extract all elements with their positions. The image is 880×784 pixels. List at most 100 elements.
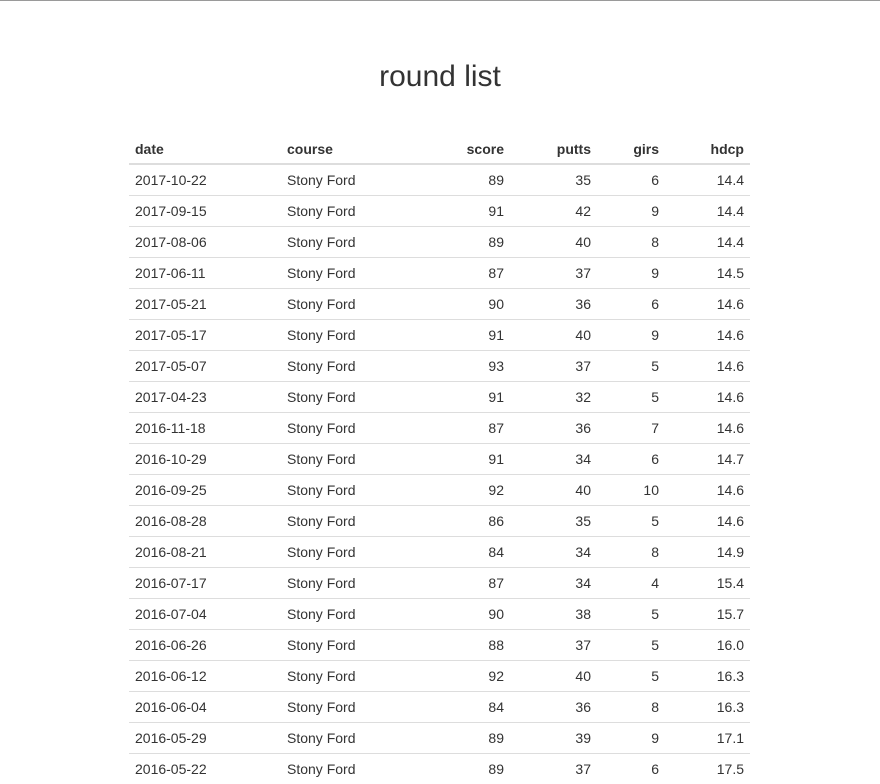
cell-hdcp: 17.1 [665, 721, 750, 753]
cell-girs: 6 [651, 171, 659, 188]
cell-putts: 37 [510, 349, 597, 381]
table-row: 2017-10-22 Stony Ford 89 35 6 14.4 [129, 164, 750, 195]
column-header-girs: girs [597, 134, 665, 165]
cell-girs: 6 [597, 287, 665, 319]
table-row: 2016-08-21 Stony Ford 84 34 8 14.9 [129, 535, 750, 567]
cell-score: 89 [409, 225, 510, 257]
cell-girs: 8 [597, 225, 665, 257]
column-header-score: score [409, 134, 510, 165]
cell-score: 87 [409, 411, 510, 443]
cell-course: Stony Ford [281, 659, 409, 691]
table-row: 2016-06-04 Stony Ford 84 36 8 16.3 [129, 690, 750, 722]
cell-date: 2017-06-11 [129, 256, 281, 288]
cell-score: 91 [409, 194, 510, 226]
table-row: 2016-09-25 Stony Ford 92 40 10 14.6 [129, 473, 750, 505]
table-row: 2016-07-04 Stony Ford 90 38 5 15.7 [129, 597, 750, 629]
cell-course: Stony Ford [281, 752, 409, 784]
cell-putts: 34 [510, 566, 597, 598]
cell-course: Stony Ford [281, 411, 409, 443]
cell-hdcp: 14.6 [665, 504, 750, 536]
cell-hdcp: 15.4 [665, 566, 750, 598]
cell-course: Stony Ford [281, 721, 409, 753]
cell-hdcp: 14.7 [665, 442, 750, 474]
cell-course: Stony Ford [281, 473, 409, 505]
cell-putts: 36 [510, 287, 597, 319]
cell-date: 2016-05-29 [129, 721, 281, 753]
cell-course: Stony Ford [281, 318, 409, 350]
cell-course: Stony Ford [281, 597, 409, 629]
cell-girs: 9 [597, 256, 665, 288]
cell-girs: 6 [597, 752, 665, 784]
cell-hdcp: 14.6 [665, 473, 750, 505]
cell-score: 91 [409, 442, 510, 474]
cell-date: 2016-07-04 [129, 597, 281, 629]
column-header-hdcp: hdcp [665, 134, 750, 165]
cell-hdcp: 14.6 [665, 380, 750, 412]
cell-date: 2017-10-22 [135, 171, 207, 188]
cell-score: 91 [409, 380, 510, 412]
cell-putts: 37 [510, 628, 597, 660]
top-divider [0, 0, 880, 1]
table-row: 2017-04-23 Stony Ford 91 32 5 14.6 [129, 380, 750, 412]
cell-putts: 37 [510, 256, 597, 288]
cell-date: 2016-11-18 [129, 411, 281, 443]
cell-girs: 10 [597, 473, 665, 505]
cell-putts: 40 [510, 659, 597, 691]
column-header-putts: putts [510, 134, 597, 165]
cell-date: 2016-09-25 [129, 473, 281, 505]
cell-hdcp: 16.3 [665, 659, 750, 691]
cell-hdcp: 16.0 [665, 628, 750, 660]
cell-girs: 5 [597, 349, 665, 381]
cell-putts: 40 [510, 318, 597, 350]
cell-date: 2017-08-06 [129, 225, 281, 257]
cell-score: 90 [409, 287, 510, 319]
table-row: 2017-08-06 Stony Ford 89 40 8 14.4 [129, 225, 750, 257]
table-row: 2016-11-18 Stony Ford 87 36 7 14.6 [129, 411, 750, 443]
cell-girs: 4 [597, 566, 665, 598]
cell-girs: 9 [597, 194, 665, 226]
page-title: round list [379, 60, 501, 93]
cell-girs: 7 [597, 411, 665, 443]
cell-putts: 38 [510, 597, 597, 629]
cell-score: 87 [409, 566, 510, 598]
cell-putts: 39 [510, 721, 597, 753]
cell-putts: 35 [510, 504, 597, 536]
cell-girs: 5 [597, 597, 665, 629]
cell-putts: 40 [510, 473, 597, 505]
cell-course: Stony Ford [281, 349, 409, 381]
cell-hdcp: 14.5 [665, 256, 750, 288]
cell-course: Stony Ford [281, 690, 409, 722]
column-header-course: course [281, 134, 409, 165]
cell-putts: 32 [510, 380, 597, 412]
cell-putts: 35 [575, 171, 591, 188]
cell-putts: 40 [510, 225, 597, 257]
cell-hdcp: 14.6 [665, 318, 750, 350]
cell-hdcp: 14.4 [665, 225, 750, 257]
cell-course: Stony Ford [281, 442, 409, 474]
cell-date: 2017-05-17 [129, 318, 281, 350]
cell-hdcp: 14.6 [665, 287, 750, 319]
cell-date: 2016-08-21 [129, 535, 281, 567]
cell-hdcp: 14.4 [665, 194, 750, 226]
cell-girs: 9 [597, 318, 665, 350]
cell-date: 2016-05-22 [129, 752, 281, 784]
cell-hdcp: 17.5 [665, 752, 750, 784]
cell-date: 2017-09-15 [129, 194, 281, 226]
cell-score: 90 [409, 597, 510, 629]
cell-score: 93 [409, 349, 510, 381]
cell-score: 92 [409, 659, 510, 691]
cell-course: Stony Ford [281, 256, 409, 288]
cell-date: 2016-06-26 [129, 628, 281, 660]
table-row: 2016-08-28 Stony Ford 86 35 5 14.6 [129, 504, 750, 536]
cell-hdcp: 14.9 [665, 535, 750, 567]
table-row: 2017-09-15 Stony Ford 91 42 9 14.4 [129, 194, 750, 226]
cell-date: 2016-07-17 [129, 566, 281, 598]
table-row: 2016-05-22 Stony Ford 89 37 6 17.5 [129, 752, 750, 784]
cell-girs: 5 [597, 380, 665, 412]
cell-girs: 9 [597, 721, 665, 753]
cell-girs: 8 [597, 690, 665, 722]
cell-score: 88 [409, 628, 510, 660]
cell-course: Stony Ford [281, 628, 409, 660]
cell-course: Stony Ford [281, 287, 409, 319]
cell-course: Stony Ford [281, 194, 409, 226]
